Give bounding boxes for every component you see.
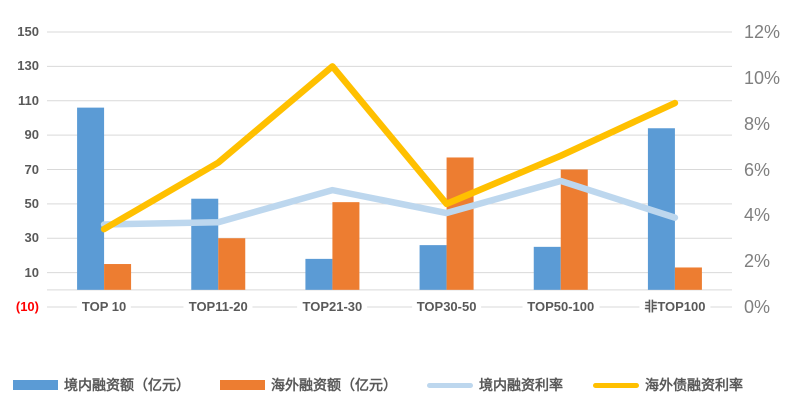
legend-item-overseas-financing-amount: 海外融资额（亿元） (220, 375, 397, 395)
legend-swatch-domestic-financing-amount (13, 380, 58, 390)
category-label-5: 非TOP100 (639, 298, 711, 316)
legend-item-domestic-financing-rate: 境内融资利率 (427, 375, 563, 395)
right-axis-label-0%: 0% (744, 297, 771, 317)
legend-label-domestic-financing-rate: 境内融资利率 (479, 377, 563, 393)
bar-overseas-financing-amount-2 (332, 202, 360, 290)
bar-domestic-financing-amount-1 (191, 198, 219, 290)
category-label-2: TOP21-30 (297, 298, 368, 316)
left-axis-label-50: 50 (24, 195, 39, 211)
right-axis-label-12%: 12% (744, 22, 781, 42)
left-axis-label-30: 30 (24, 230, 39, 246)
bar-domestic-financing-amount-0 (77, 107, 105, 290)
legend-swatch-domestic-financing-rate (427, 382, 473, 388)
bar-overseas-financing-amount-0 (104, 264, 132, 290)
line-domestic-financing-rate (100, 177, 679, 228)
legend-swatch-overseas-debt-financing-rate (593, 382, 639, 388)
right-axis-label-6%: 6% (744, 159, 771, 180)
right-axis-label-8%: 8% (744, 113, 771, 134)
bar-domestic-financing-amount-2 (305, 258, 333, 290)
category-label-0: TOP 10 (76, 298, 132, 316)
legend-label-domestic-financing-amount: 境内融资额（亿元） (64, 377, 190, 393)
left-axis-label-90: 90 (24, 127, 39, 143)
left-axis-label-150: 150 (17, 24, 39, 39)
bar-domestic-financing-amount-3 (419, 245, 447, 290)
category-label-3: TOP30-50 (411, 298, 482, 316)
bar-overseas-financing-amount-5 (674, 267, 702, 290)
left-axis-label-110: 110 (18, 92, 39, 108)
legend-item-overseas-debt-financing-rate: 海外债融资利率 (593, 375, 743, 395)
line-overseas-debt-financing-rate (100, 63, 679, 233)
left-axis-label-70: 70 (24, 161, 39, 177)
bar-overseas-financing-amount-3 (446, 157, 474, 290)
right-axis-label-4%: 4% (744, 205, 771, 226)
legend-label-overseas-financing-amount: 海外融资额（亿元） (271, 377, 397, 393)
right-axis-label-10%: 10% (744, 67, 781, 88)
left-axis-label-(10): (10) (15, 299, 39, 314)
right-axis-label-2%: 2% (744, 251, 771, 272)
legend-label-overseas-debt-financing-rate: 海外债融资利率 (645, 377, 743, 393)
category-label-1: TOP11-20 (183, 298, 253, 316)
left-axis-label-130: 130 (17, 58, 39, 74)
category-label-4: TOP50-100 (522, 298, 600, 316)
legend-swatch-overseas-financing-amount (220, 380, 265, 390)
legend-item-domestic-financing-amount: 境内融资额（亿元） (13, 375, 190, 395)
bar-domestic-financing-amount-4 (533, 246, 561, 290)
left-axis-label-10: 10 (24, 264, 39, 280)
bar-overseas-financing-amount-1 (218, 238, 246, 290)
